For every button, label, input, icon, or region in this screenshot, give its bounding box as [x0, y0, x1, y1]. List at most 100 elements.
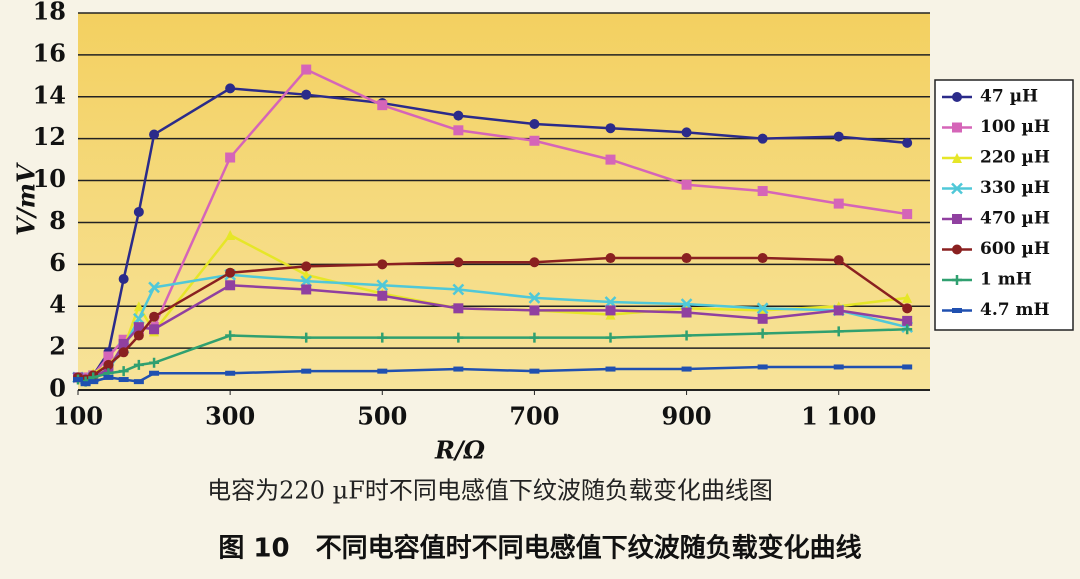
- marker: [133, 301, 144, 312]
- marker: [833, 326, 844, 337]
- marker: [605, 332, 616, 343]
- marker: [902, 137, 913, 148]
- marker: [377, 100, 388, 111]
- marker: [757, 364, 768, 370]
- y-tick-label: 12: [33, 122, 66, 151]
- marker: [225, 267, 236, 278]
- marker: [149, 129, 160, 140]
- x-tick-label: 1 100: [801, 402, 876, 431]
- marker: [133, 206, 144, 217]
- marker: [149, 324, 160, 335]
- marker: [902, 209, 913, 220]
- marker: [681, 253, 692, 264]
- marker: [148, 281, 160, 294]
- x-tick-label: 100: [53, 402, 103, 431]
- marker: [453, 332, 464, 343]
- marker: [605, 253, 616, 264]
- marker: [902, 324, 913, 335]
- marker: [952, 92, 962, 102]
- marker: [952, 153, 962, 163]
- y-tick-label: 8: [49, 206, 66, 235]
- marker: [225, 230, 236, 241]
- marker: [681, 366, 692, 372]
- marker: [118, 338, 129, 349]
- marker: [680, 298, 693, 311]
- marker: [103, 359, 114, 370]
- caption: 电容为220 µF时不同电感值下纹波随负载变化曲线图: [207, 477, 773, 505]
- marker: [756, 302, 769, 315]
- marker: [377, 332, 388, 343]
- marker: [833, 255, 844, 266]
- marker: [225, 152, 236, 163]
- marker: [833, 198, 844, 209]
- marker: [529, 332, 540, 343]
- figure-title: 图 10 不同电容值时不同电感值下纹波随负载变化曲线: [218, 533, 861, 564]
- marker: [225, 370, 236, 376]
- marker: [605, 154, 616, 165]
- marker: [225, 83, 236, 94]
- marker: [149, 357, 160, 368]
- marker: [452, 283, 465, 296]
- marker: [103, 374, 114, 380]
- y-axis-label: V/mV: [12, 162, 41, 236]
- marker: [757, 328, 768, 339]
- marker: [902, 315, 913, 326]
- marker: [453, 125, 464, 136]
- marker: [225, 330, 236, 341]
- marker: [604, 296, 617, 308]
- marker: [453, 110, 464, 121]
- marker: [88, 379, 99, 385]
- marker: [300, 275, 313, 287]
- marker: [118, 273, 129, 284]
- marker: [952, 308, 962, 313]
- marker: [952, 214, 962, 224]
- marker: [902, 303, 913, 314]
- marker: [757, 305, 768, 316]
- marker: [73, 377, 83, 383]
- y-tick-label: 0: [49, 374, 66, 403]
- marker: [529, 119, 540, 130]
- marker: [376, 279, 389, 292]
- marker: [377, 259, 388, 270]
- marker: [528, 291, 541, 304]
- marker: [605, 366, 616, 372]
- x-tick-label: 300: [205, 402, 255, 431]
- marker: [757, 186, 768, 197]
- marker: [301, 284, 312, 295]
- marker: [301, 368, 312, 374]
- x-tick-label: 500: [357, 402, 407, 431]
- legend-label: 47 µH: [980, 87, 1038, 107]
- marker: [529, 135, 540, 146]
- x-axis-label: R/Ω: [434, 436, 486, 465]
- legend-label: 1 mH: [980, 270, 1032, 290]
- marker: [902, 292, 913, 303]
- marker: [529, 368, 540, 374]
- marker: [681, 179, 692, 190]
- legend-label: 330 µH: [980, 178, 1050, 198]
- legend-label: 470 µH: [980, 209, 1050, 229]
- legend-label: 600 µH: [980, 239, 1050, 259]
- y-tick-label: 16: [33, 38, 66, 67]
- marker: [301, 64, 312, 75]
- marker: [377, 290, 388, 301]
- x-tick-label: 700: [509, 402, 559, 431]
- y-tick-label: 4: [49, 290, 66, 319]
- marker: [757, 313, 768, 324]
- marker: [605, 123, 616, 134]
- marker: [149, 311, 160, 322]
- marker: [118, 377, 129, 383]
- marker: [833, 131, 844, 142]
- y-tick-label: 14: [33, 80, 66, 109]
- y-tick-label: 2: [49, 332, 66, 361]
- marker: [951, 182, 963, 195]
- marker: [133, 379, 144, 385]
- marker: [605, 305, 616, 316]
- marker: [118, 347, 129, 358]
- marker: [681, 330, 692, 341]
- marker: [453, 257, 464, 268]
- plot-area: [78, 13, 930, 390]
- marker: [681, 127, 692, 138]
- marker: [902, 364, 913, 370]
- marker: [225, 280, 236, 291]
